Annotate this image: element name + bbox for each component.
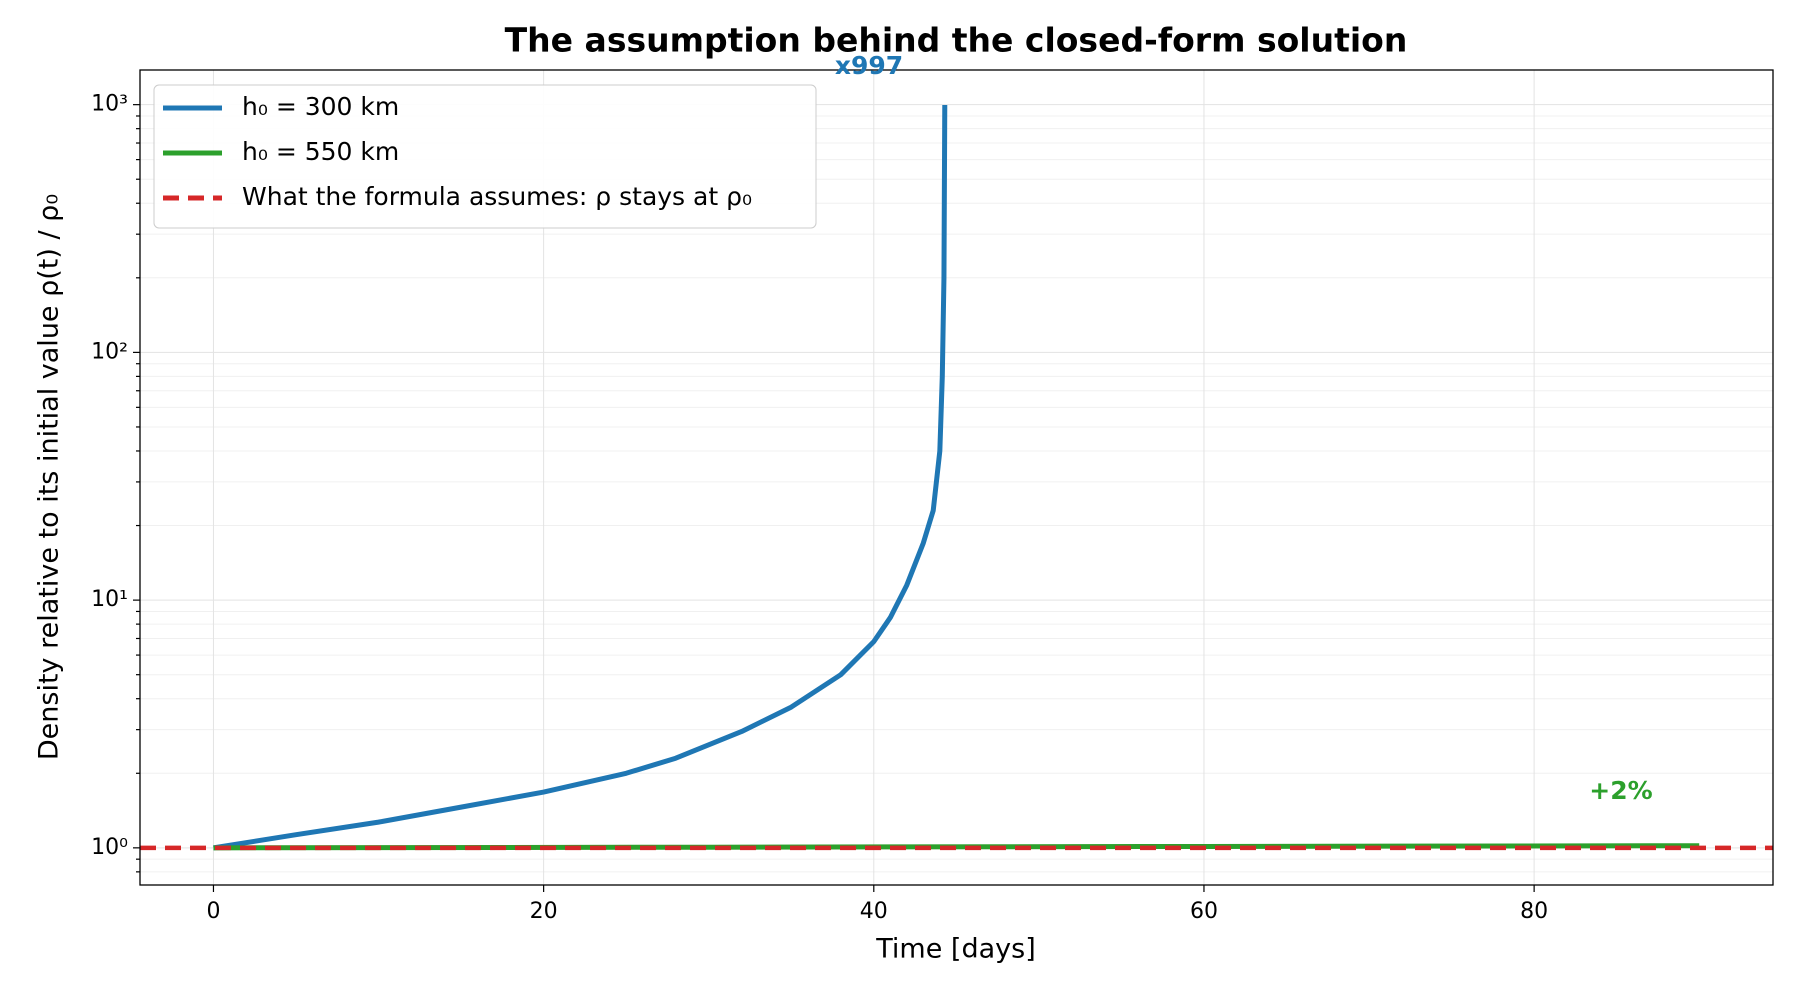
series-line (213, 104, 948, 851)
legend-label: h₀ = 550 km (242, 137, 399, 166)
y-axis-label: Density relative to its initial value ρ(… (34, 194, 65, 760)
chart-title: The assumption behind the closed-form so… (505, 21, 1408, 60)
y-tick-label: 10⁰ (91, 835, 128, 860)
legend: h₀ = 300 km h₀ = 550 km What the formula a… (153, 84, 817, 229)
x-tick-label: 0 (206, 899, 220, 924)
x-tick-label: 40 (860, 899, 888, 924)
x-tick-label: 20 (530, 899, 558, 924)
annotation: +2% (1589, 776, 1652, 805)
y-tick-label: 10³ (91, 92, 128, 117)
y-tick-label: 10² (91, 339, 128, 364)
plot-frame (139, 69, 1774, 886)
annotation: x997 (835, 51, 903, 80)
legend-label: h₀ = 300 km (242, 92, 399, 121)
legend-box (153, 84, 817, 229)
x-tick-label: 80 (1520, 899, 1548, 924)
legend-label: What the formula assumes: ρ stays at ρ₀ (242, 182, 752, 211)
x-axis-label: Time [days] (875, 934, 1035, 965)
x-tick-label: 60 (1190, 899, 1218, 924)
y-tick-label: 10¹ (91, 587, 128, 612)
